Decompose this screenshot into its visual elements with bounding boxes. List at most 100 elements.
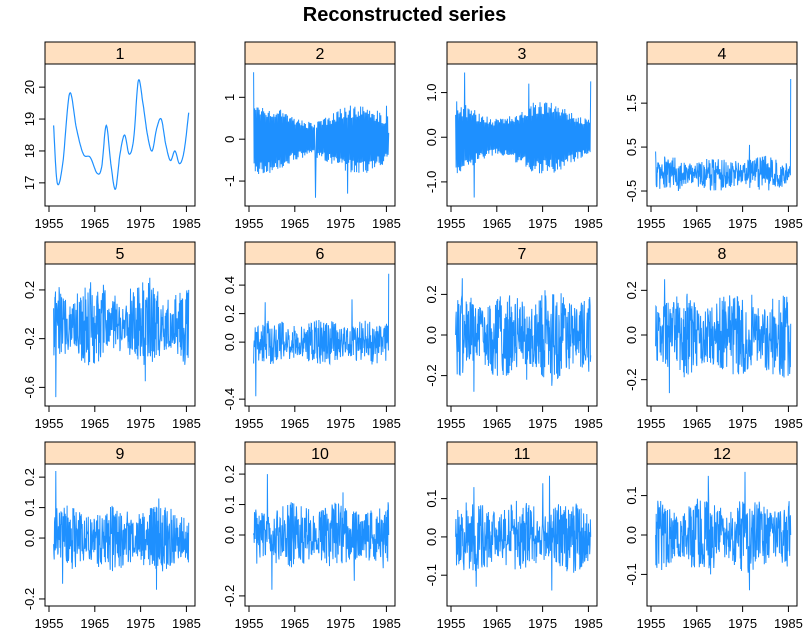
plot-area: [244, 63, 396, 207]
panel-label: 12: [713, 446, 731, 463]
x-tick-label: 1985: [574, 616, 603, 631]
x-tick-label: 1955: [35, 416, 64, 431]
y-tick-label: 0.0: [624, 526, 639, 544]
y-tick-label: 0.5: [624, 138, 639, 156]
x-tick-label: 1955: [235, 616, 264, 631]
y-tick-label: -0.2: [22, 588, 37, 610]
x-tick-label: 1965: [482, 616, 511, 631]
series-line: [253, 273, 390, 397]
panel-label: 1: [116, 46, 125, 63]
x-tick-label: 1975: [326, 216, 355, 231]
x-tick-label: 1965: [482, 216, 511, 231]
x-tick-label: 1955: [437, 616, 466, 631]
y-tick-label: 0.0: [424, 128, 439, 146]
series-line: [655, 78, 792, 192]
y-tick-label: 20: [22, 80, 37, 94]
series-line: [253, 474, 390, 590]
panel-label: 6: [316, 246, 325, 263]
y-tick-label: 0.1: [22, 499, 37, 517]
panel-7: 7 1955 1965 1975 1985 -0.2 0.0 0.2: [424, 241, 603, 431]
y-tick-label: 0.2: [624, 281, 639, 299]
x-tick-label: 1965: [80, 616, 109, 631]
y-tick-label: 0.1: [424, 490, 439, 508]
y-tick-label: 0.2: [222, 465, 237, 483]
panel-label: 3: [518, 46, 527, 63]
x-tick-label: 1955: [235, 216, 264, 231]
y-tick-label: -0.6: [22, 376, 37, 398]
panel-10: 10 1955 1965 1975 1985 -0.2 0.0 0.1 0.2: [222, 441, 401, 631]
plot-area: [44, 463, 196, 607]
x-tick-label: 1965: [682, 216, 711, 231]
panel-label: 8: [718, 246, 727, 263]
x-tick-label: 1975: [126, 416, 155, 431]
x-tick-label: 1965: [80, 216, 109, 231]
x-tick-label: 1985: [774, 416, 803, 431]
y-tick-label: 0.1: [624, 487, 639, 505]
x-tick-label: 1955: [437, 416, 466, 431]
y-tick-label: -0.2: [624, 368, 639, 390]
x-tick-label: 1975: [728, 416, 757, 431]
y-tick-label: 19: [22, 112, 37, 126]
series-line: [53, 277, 190, 398]
panel-4: 4 1955 1965 1975 1985 -0.5 0.5 1.5: [624, 41, 803, 231]
panel-11: 11 1955 1965 1975 1985 -0.1 0.0 0.1: [424, 441, 603, 631]
series-line: [455, 278, 592, 392]
x-tick-label: 1985: [774, 216, 803, 231]
plot-area: [44, 263, 196, 407]
x-tick-label: 1975: [326, 416, 355, 431]
panel-label: 5: [116, 246, 125, 263]
y-tick-label: 17: [22, 176, 37, 190]
y-tick-label: -1.0: [424, 171, 439, 193]
panel-8: 8 1955 1965 1975 1985 -0.2 0.0 0.2: [624, 241, 803, 431]
y-tick-label: 0: [222, 136, 237, 143]
panel-1: 1 1955 1965 1975 1985 17 18 19 20: [22, 41, 201, 231]
x-tick-label: 1965: [280, 616, 309, 631]
x-tick-label: 1955: [235, 416, 264, 431]
y-tick-label: -0.4: [222, 388, 237, 410]
x-tick-label: 1975: [528, 216, 557, 231]
series-line: [53, 79, 190, 191]
y-tick-label: 0.0: [222, 526, 237, 544]
y-tick-label: 0.2: [22, 468, 37, 486]
y-tick-label: 1.0: [424, 84, 439, 102]
chart-title: Reconstructed series: [302, 4, 507, 26]
y-tick-label: -0.1: [424, 564, 439, 586]
x-tick-label: 1955: [35, 616, 64, 631]
plot-area: [446, 463, 598, 607]
series-line: [253, 72, 390, 198]
panel-label: 11: [514, 446, 531, 463]
x-tick-label: 1955: [437, 216, 466, 231]
series-line: [655, 471, 792, 591]
y-tick-label: 0.2: [424, 285, 439, 303]
y-tick-label: -0.1: [624, 563, 639, 585]
y-tick-label: 0.0: [424, 326, 439, 344]
x-tick-label: 1985: [372, 416, 401, 431]
x-tick-label: 1975: [528, 616, 557, 631]
x-tick-label: 1985: [172, 216, 201, 231]
x-tick-label: 1975: [728, 616, 757, 631]
y-tick-label: 0.4: [222, 276, 237, 294]
plot-area: [244, 263, 396, 407]
plot-area: [446, 63, 598, 207]
x-tick-label: 1955: [637, 616, 666, 631]
panel-2: 2 1955 1965 1975 1985 -1 0 1: [222, 41, 401, 231]
panel-9: 9 1955 1965 1975 1985 -0.2 0.0 0.1 0.2: [22, 441, 201, 631]
x-tick-label: 1985: [172, 416, 201, 431]
x-tick-label: 1975: [728, 216, 757, 231]
panel-label: 10: [311, 446, 329, 463]
panel-label: 2: [316, 46, 325, 63]
plot-area: [646, 63, 798, 207]
y-tick-label: -1: [222, 175, 237, 187]
y-tick-label: 1: [222, 94, 237, 101]
x-tick-label: 1985: [172, 616, 201, 631]
y-tick-label: 1.5: [624, 94, 639, 112]
series-line: [455, 475, 592, 591]
x-tick-label: 1955: [637, 416, 666, 431]
y-tick-label: 0.0: [222, 333, 237, 351]
x-tick-label: 1965: [280, 216, 309, 231]
x-tick-label: 1965: [80, 416, 109, 431]
plot-area: [44, 63, 196, 207]
series-line: [655, 279, 792, 394]
x-tick-label: 1985: [372, 616, 401, 631]
